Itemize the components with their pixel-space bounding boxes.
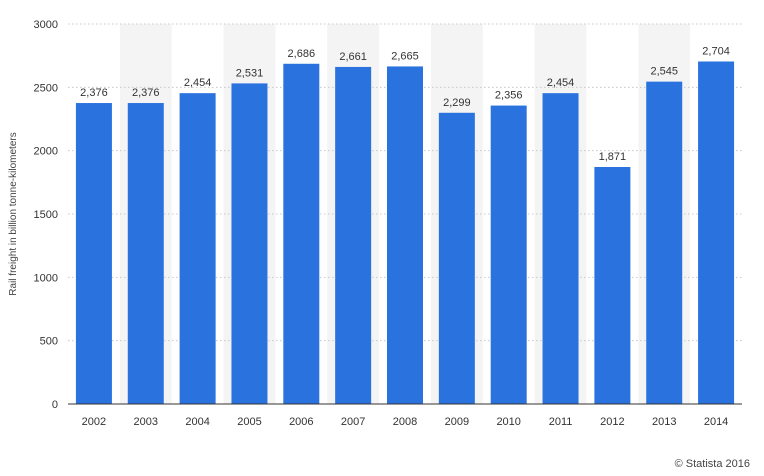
y-tick-label: 2000	[34, 146, 58, 158]
data-label-2009: 2,299	[443, 97, 471, 109]
credit-text: © Statista 2016	[674, 458, 750, 470]
x-tick-label: 2012	[600, 416, 624, 428]
data-label-2008: 2,665	[391, 50, 419, 62]
x-tick-label: 2007	[341, 416, 365, 428]
y-tick-label: 2500	[34, 82, 58, 94]
y-tick-label: 0	[52, 399, 58, 411]
data-label-2003: 2,376	[132, 87, 160, 99]
y-tick-label: 1000	[34, 272, 58, 284]
x-tick-label: 2014	[704, 416, 728, 428]
x-tick-label: 2010	[496, 416, 520, 428]
data-label-2004: 2,454	[184, 77, 212, 89]
data-label-2010: 2,356	[495, 90, 523, 102]
bar-2003	[127, 103, 164, 404]
y-tick-label: 500	[40, 336, 58, 348]
data-label-2002: 2,376	[80, 87, 108, 99]
data-label-2011: 2,454	[547, 77, 575, 89]
bar-2012	[594, 167, 631, 404]
bar-2010	[490, 105, 527, 404]
data-label-2013: 2,545	[650, 66, 678, 78]
y-tick-label: 1500	[34, 209, 58, 221]
bar-2006	[283, 63, 320, 404]
bar-2007	[335, 66, 372, 404]
x-tick-label: 2002	[82, 416, 106, 428]
bar-2004	[179, 93, 216, 404]
x-tick-label: 2005	[237, 416, 261, 428]
x-tick-label: 2003	[134, 416, 158, 428]
bar-2008	[387, 66, 423, 404]
x-tick-label: 2008	[393, 416, 417, 428]
x-tick-label: 2013	[652, 416, 676, 428]
data-label-2005: 2,531	[236, 67, 264, 79]
data-label-2007: 2,661	[339, 51, 367, 63]
data-label-2006: 2,686	[288, 48, 316, 60]
data-label-2014: 2,704	[702, 45, 730, 57]
bar-2011	[542, 93, 579, 404]
data-label-2012: 1,871	[599, 151, 627, 163]
bar-2009	[438, 112, 475, 404]
bar-2014	[698, 61, 735, 404]
bar-2002	[75, 103, 112, 404]
bar-2013	[646, 81, 683, 404]
x-tick-label: 2006	[289, 416, 313, 428]
bar-2005	[231, 83, 268, 404]
x-tick-label: 2004	[185, 416, 209, 428]
x-tick-label: 2009	[445, 416, 469, 428]
y-tick-label: 3000	[34, 19, 58, 31]
y-axis-title: Rail freight in billion tonne-kilometers	[8, 132, 19, 295]
x-tick-label: 2011	[549, 416, 573, 428]
